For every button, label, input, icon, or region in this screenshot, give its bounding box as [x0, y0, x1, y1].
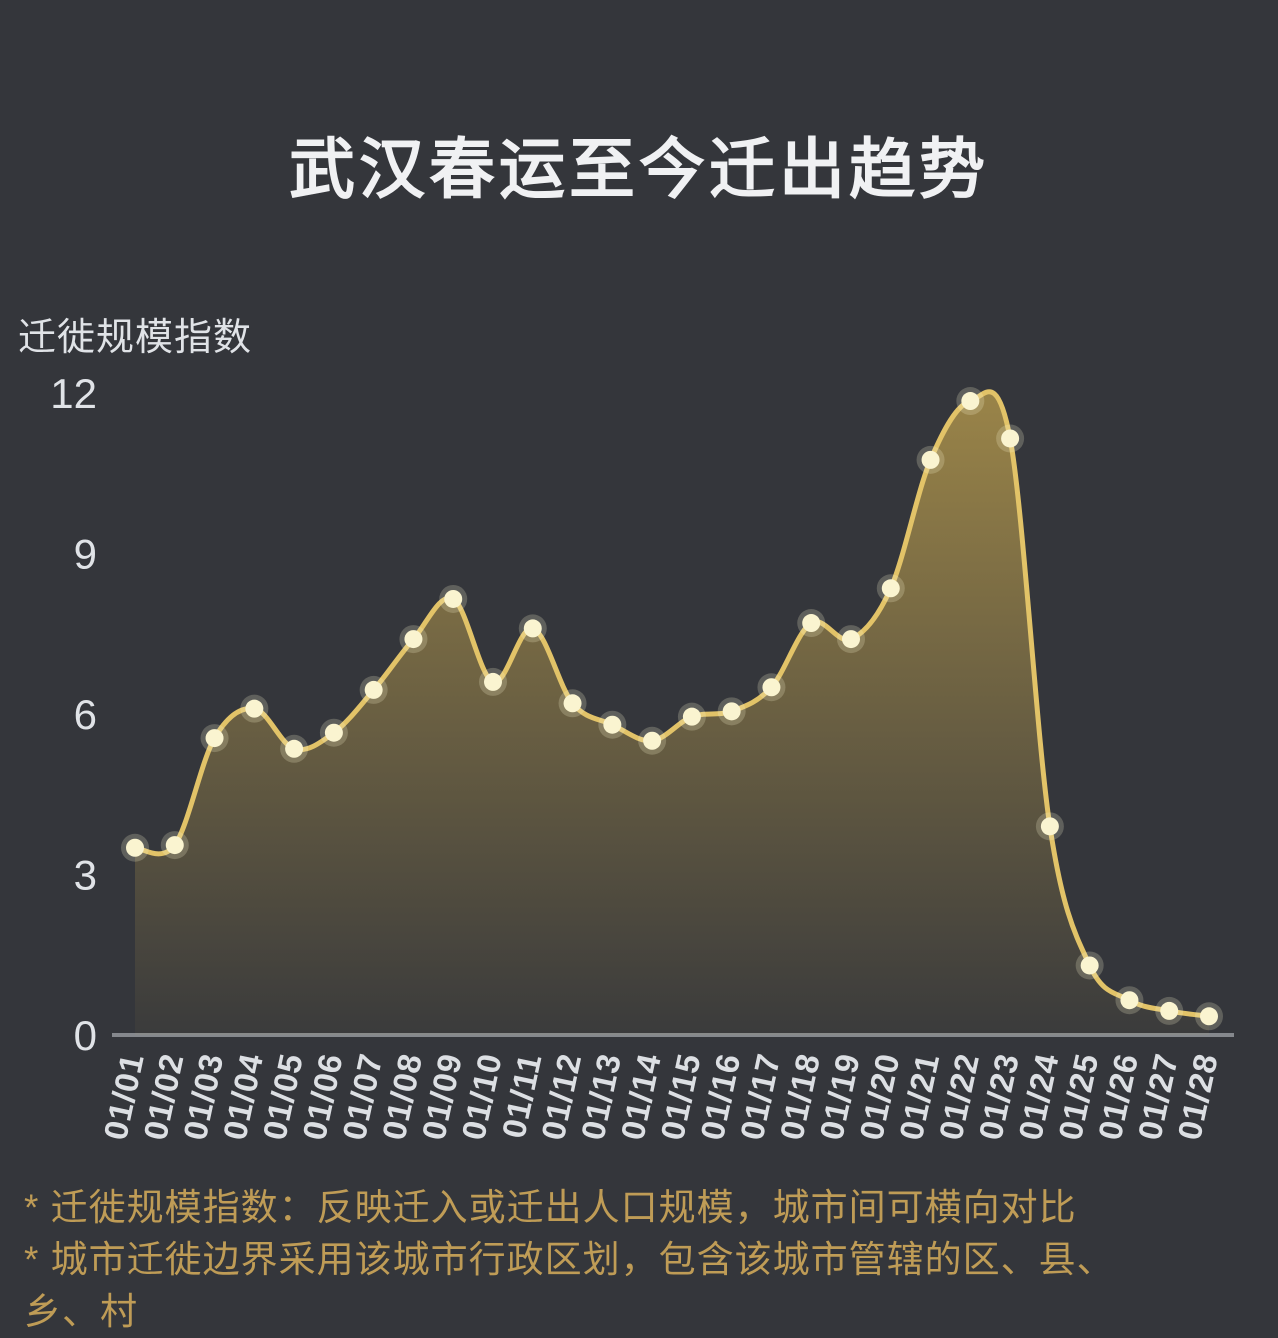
data-point [364, 680, 383, 699]
data-point [245, 699, 264, 718]
data-point [961, 392, 980, 411]
data-point [444, 589, 463, 608]
footnote-line-3: 乡、村 [24, 1291, 138, 1332]
data-point [1200, 1007, 1218, 1026]
data-point [165, 836, 184, 855]
data-point [126, 838, 144, 857]
y-tick-label: 6 [74, 691, 97, 738]
data-point [1040, 817, 1059, 836]
y-tick-label: 0 [74, 1012, 97, 1059]
footnote-line-2: * 城市迁徙边界采用该城市行政区划，包含该城市管辖的区、县、 [24, 1239, 1115, 1280]
data-point [682, 707, 701, 726]
y-tick-label: 12 [50, 370, 97, 417]
data-point [563, 694, 582, 713]
data-point [921, 450, 940, 469]
data-point [762, 678, 781, 697]
area-fill [135, 391, 1209, 1035]
data-point [404, 630, 423, 649]
data-point [1120, 991, 1139, 1010]
data-point [324, 723, 343, 742]
data-point [802, 614, 821, 633]
y-axis-title: 迁徙规模指数 [18, 317, 253, 359]
data-point [1160, 1001, 1179, 1020]
footnote-line-1: * 迁徙规模指数：反映迁入或迁出人口规模，城市间可横向对比 [24, 1187, 1077, 1228]
data-point [1001, 429, 1020, 448]
data-point [842, 630, 860, 649]
data-point [285, 739, 304, 758]
page-title: 武汉春运至今迁出趋势 [289, 132, 989, 207]
y-tick-label: 9 [74, 531, 97, 578]
data-point [881, 579, 900, 598]
y-tick-label: 3 [74, 852, 97, 899]
data-point [484, 672, 502, 691]
data-point [1080, 956, 1099, 975]
data-point [205, 729, 224, 748]
data-point [603, 715, 622, 734]
data-point [523, 619, 542, 638]
footnotes: * 迁徙规模指数：反映迁入或迁出人口规模，城市间可横向对比 * 城市迁徙边界采用… [24, 1182, 1115, 1338]
data-point [643, 731, 662, 750]
data-point [722, 702, 741, 721]
